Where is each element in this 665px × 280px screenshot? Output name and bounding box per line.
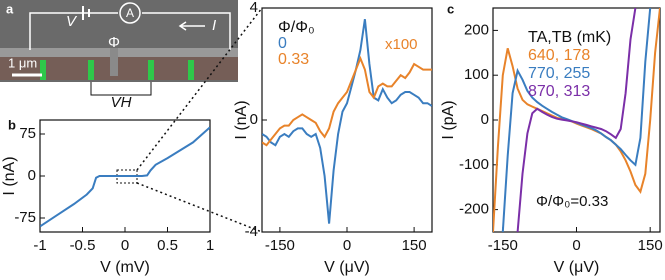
x-tick-label: -150 bbox=[265, 237, 295, 254]
bracket bbox=[90, 82, 152, 96]
x-tick-label: 0.5 bbox=[157, 237, 178, 254]
y-tick-label: 200 bbox=[464, 21, 489, 38]
x-tick-label: 0 bbox=[121, 237, 129, 254]
junction bbox=[110, 48, 118, 76]
legend-entry: 870, 313 bbox=[528, 83, 590, 100]
y-axis-label: I (nA) bbox=[233, 100, 250, 139]
zoom-box bbox=[116, 169, 138, 184]
panel-label: b bbox=[8, 117, 16, 132]
legend-entry: 0 bbox=[278, 35, 287, 52]
x-axis-label: V (μV) bbox=[324, 259, 370, 276]
legend-title: TA,TB (mK) bbox=[528, 29, 611, 46]
probe bbox=[148, 60, 154, 80]
series-line bbox=[262, 55, 432, 147]
zoom-line bbox=[136, 182, 263, 233]
ammeter bbox=[119, 2, 141, 24]
y-tick-label: 75 bbox=[19, 125, 36, 142]
y-tick-label: 100 bbox=[464, 66, 489, 83]
series-line bbox=[40, 126, 210, 228]
x-tick-label: 150 bbox=[638, 237, 663, 254]
x-tick-label: -150 bbox=[488, 237, 518, 254]
zoom-line bbox=[136, 7, 263, 171]
y-axis-label: I (pA) bbox=[440, 100, 457, 139]
scale-bar-label: 1 μm bbox=[8, 55, 37, 70]
legend-entry: 770, 255 bbox=[528, 65, 590, 82]
plot-area bbox=[262, 19, 432, 224]
probe bbox=[40, 60, 46, 80]
annotation: Φ/Φ₀=0.33 bbox=[536, 193, 608, 210]
probe bbox=[88, 60, 94, 80]
voltage-label: V bbox=[66, 13, 78, 30]
x-axis-label: V (μV) bbox=[554, 259, 600, 276]
y-axis-label: I (nA) bbox=[1, 156, 18, 195]
legend-entry: 640, 178 bbox=[528, 47, 590, 64]
panel-label: c bbox=[447, 1, 454, 16]
plot-area bbox=[40, 126, 210, 228]
current-label: I bbox=[212, 17, 216, 34]
sem-image: a V A I Φ 1 μm VH bbox=[0, 0, 238, 111]
legend-title: Φ/Φ₀ bbox=[278, 19, 315, 36]
annotation: x100 bbox=[385, 36, 418, 53]
plot-area bbox=[493, 8, 660, 232]
y-tick-label: -100 bbox=[459, 156, 489, 173]
x-tick-label: 0 bbox=[343, 237, 351, 254]
hall-voltage-label: VH bbox=[111, 94, 132, 111]
y-tick-label: -200 bbox=[459, 201, 489, 218]
y-tick-label: 4 bbox=[250, 0, 258, 16]
series-line bbox=[262, 19, 432, 224]
y-tick-label: -4 bbox=[245, 223, 258, 240]
probe bbox=[188, 60, 194, 80]
current-arrow bbox=[178, 21, 205, 31]
y-tick-label: 0 bbox=[481, 111, 489, 128]
y-tick-label: 0 bbox=[250, 111, 258, 128]
x-tick-label: 0 bbox=[572, 237, 580, 254]
x-axis-label: V (mV) bbox=[100, 259, 150, 276]
wire bbox=[0, 48, 238, 57]
x-tick-label: -1 bbox=[33, 237, 46, 254]
panel-label: a bbox=[6, 1, 14, 16]
ammeter-label: A bbox=[126, 6, 134, 20]
legend-entry: 0.33 bbox=[278, 51, 309, 68]
x-tick-label: 150 bbox=[402, 237, 427, 254]
y-tick-label: -75 bbox=[14, 209, 36, 226]
series-line bbox=[516, 8, 637, 232]
flux-label: Φ bbox=[108, 34, 120, 51]
x-tick-label: -0.5 bbox=[70, 237, 96, 254]
y-tick-label: 0 bbox=[28, 167, 36, 184]
x-tick-label: 1 bbox=[206, 237, 214, 254]
